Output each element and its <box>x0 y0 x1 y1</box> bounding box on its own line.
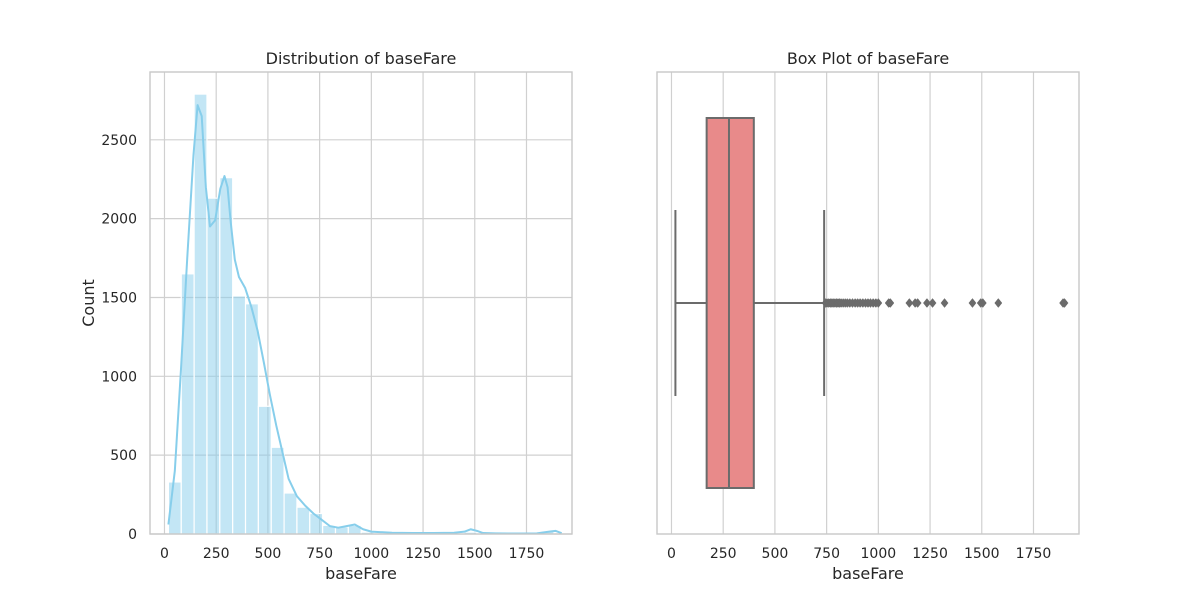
outlier-point <box>913 298 922 308</box>
histogram-y-tick-label: 1000 <box>101 369 137 385</box>
boxplot-x-tick-label: 750 <box>813 546 840 562</box>
outlier-point <box>994 298 1003 308</box>
histogram-x-label: baseFare <box>325 564 397 583</box>
boxplot-x-tick-label: 1000 <box>861 546 897 562</box>
boxplot-x-ticks: 0 250 500 750 1000 1250 1500 1750 <box>667 546 1051 562</box>
outlier-point <box>978 298 987 308</box>
boxplot-x-tick-label: 0 <box>667 546 676 562</box>
histogram-y-ticks: 0 500 1000 1500 2000 2500 <box>101 133 137 543</box>
histogram-bar <box>206 197 221 535</box>
histogram-bar <box>283 492 298 535</box>
histogram-x-tick-label: 500 <box>255 546 282 562</box>
outlier-point <box>905 298 914 308</box>
boxplot-panel: 0 250 500 750 1000 1250 1500 1750 Box Plot of b… <box>656 49 1080 583</box>
boxplot-x-tick-label: 250 <box>710 546 737 562</box>
histogram-x-tick-label: 1250 <box>405 546 441 562</box>
boxplot-x-label: baseFare <box>832 564 904 583</box>
boxplot-outliers <box>821 298 1069 308</box>
histogram-y-tick-label: 500 <box>110 448 137 464</box>
histogram-bar <box>257 405 272 535</box>
histogram-x-tick-label: 750 <box>306 546 333 562</box>
histogram-x-ticks: 0 250 500 750 1000 1250 1500 1750 <box>160 546 544 562</box>
boxplot-x-tick-label: 1250 <box>912 546 948 562</box>
histogram-bars <box>167 93 555 535</box>
boxplot-x-tick-label: 500 <box>762 546 789 562</box>
histogram-y-label: Count <box>79 279 98 327</box>
boxplot-frame <box>656 71 1080 535</box>
histogram-x-tick-label: 0 <box>160 546 169 562</box>
outlier-point <box>940 298 949 308</box>
boxplot-title: Box Plot of baseFare <box>787 49 949 68</box>
boxplot-x-tick-label: 1750 <box>1016 546 1052 562</box>
histogram-bar <box>296 506 311 535</box>
outlier-point <box>886 298 895 308</box>
histogram-bar <box>244 303 259 535</box>
histogram-y-tick-label: 1500 <box>101 290 137 306</box>
histogram-bar <box>270 446 285 535</box>
histogram-x-tick-label: 250 <box>203 546 230 562</box>
boxplot-marks <box>674 117 826 489</box>
outlier-point <box>928 298 937 308</box>
outlier-point <box>968 298 977 308</box>
histogram-frame <box>149 71 573 535</box>
outlier-point <box>923 298 931 308</box>
histogram-x-tick-label: 1500 <box>457 546 493 562</box>
outlier-point <box>874 298 883 308</box>
histogram-x-tick-label: 1750 <box>509 546 545 562</box>
histogram-title: Distribution of baseFare <box>266 49 457 68</box>
kde-curve-group <box>167 104 563 535</box>
histogram-x-tick-label: 1000 <box>354 546 390 562</box>
histogram-y-tick-label: 2500 <box>101 133 137 149</box>
histogram-y-tick-label: 2000 <box>101 212 137 228</box>
boxplot-x-tick-label: 1500 <box>964 546 1000 562</box>
kde-curve <box>167 104 563 535</box>
histogram-y-tick-label: 0 <box>128 527 137 543</box>
interquartile-box <box>705 117 755 489</box>
outlier-point <box>1060 298 1069 308</box>
histogram-panel: 0 250 500 750 1000 1250 1500 1750 0 500 1000 1500 2… <box>79 49 573 583</box>
histogram-bar <box>232 295 247 535</box>
